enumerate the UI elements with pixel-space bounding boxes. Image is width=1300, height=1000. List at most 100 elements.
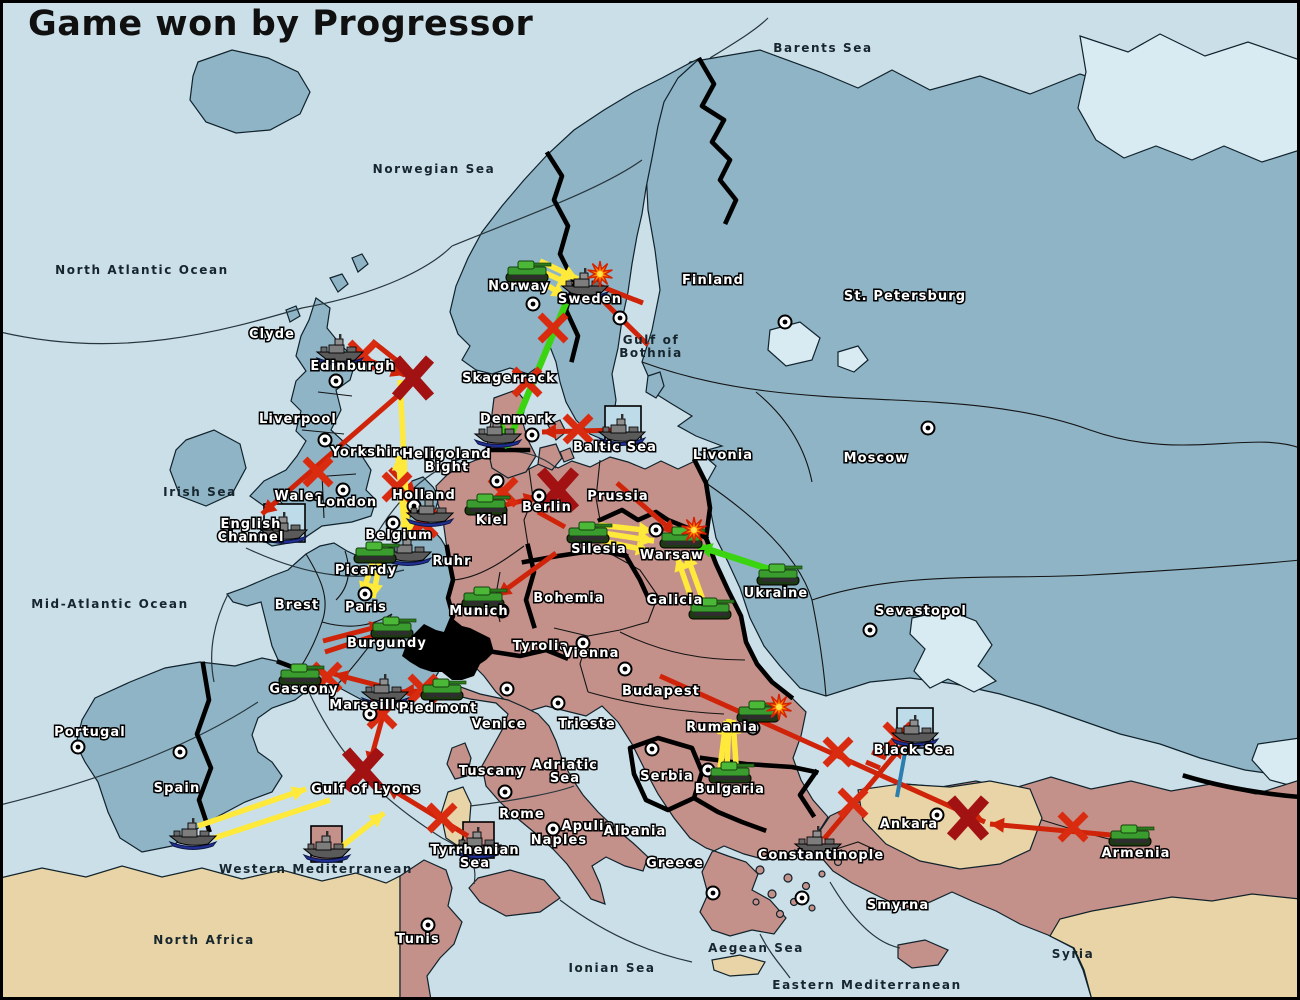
fleet-icon[interactable]	[793, 826, 843, 858]
province-label: Kiel	[476, 513, 508, 528]
province-label: London	[317, 495, 378, 510]
army-icon[interactable]	[464, 493, 511, 516]
province-label: Venice	[471, 717, 526, 732]
ocean-label: Syria	[1052, 947, 1095, 961]
army-icon[interactable]	[736, 700, 783, 723]
province-label: Armenia	[1101, 846, 1170, 861]
province-label: Sweden	[558, 292, 622, 307]
dislodged-x-icon	[391, 355, 435, 401]
supply-center-icon	[172, 744, 188, 760]
province-label: Serbia	[640, 769, 694, 784]
failed-order-x-icon	[537, 312, 569, 344]
province-label: Budapest	[622, 684, 700, 699]
fleet-icon[interactable]	[597, 414, 647, 446]
province-label: Livonia	[693, 448, 753, 463]
province-label: Belgium	[365, 528, 432, 543]
ocean-label: Western Mediterranean	[219, 862, 413, 876]
army-icon[interactable]	[461, 586, 508, 609]
explosion-icon	[587, 260, 613, 288]
support-arrow	[391, 455, 409, 546]
province-label: Munich	[449, 604, 508, 619]
dislodged-x-icon	[341, 747, 385, 793]
supply-center-icon	[531, 488, 547, 504]
supply-center-icon	[489, 473, 505, 489]
ocean-label: Eastern Mediterranean	[772, 978, 961, 992]
fleet-icon[interactable]	[560, 268, 610, 300]
support-arrow	[726, 719, 742, 765]
fleet-icon[interactable]	[453, 827, 503, 859]
failed-order-x-icon	[426, 802, 458, 834]
landmass-italy	[439, 685, 649, 905]
support-arrow	[674, 556, 697, 607]
fleet-icon[interactable]	[405, 495, 455, 527]
region-ankara	[857, 780, 1043, 870]
supply-center-icon	[575, 635, 591, 651]
army-icon[interactable]	[566, 521, 613, 544]
army-icon[interactable]	[278, 663, 325, 686]
ocean-label: Irish Sea	[163, 485, 237, 499]
failed-order-x-icon	[822, 736, 854, 768]
region-switzerland-impassable	[402, 618, 494, 680]
province-label: Black Sea	[874, 743, 955, 758]
ocean-label: Ionian Sea	[568, 961, 655, 975]
army-icon[interactable]	[420, 678, 467, 701]
province-label: Picardy	[335, 563, 397, 578]
province-label: Constantinople	[758, 848, 885, 863]
province-label: Edinburgh	[310, 359, 395, 374]
army-icon[interactable]	[353, 541, 400, 564]
province-label: Liverpool	[259, 412, 337, 427]
failed-order-x-icon	[381, 471, 413, 503]
attack-arrow	[871, 749, 887, 761]
island-cyprus	[897, 939, 949, 969]
province-label: Holland	[392, 488, 456, 503]
island-crete	[711, 954, 766, 977]
army-icon[interactable]	[708, 761, 755, 784]
island-sicily	[468, 869, 561, 917]
convoy-arrow	[895, 746, 908, 798]
province-label: Bohemia	[533, 591, 604, 606]
fleet-icon[interactable]	[890, 715, 940, 747]
army-icon[interactable]	[505, 260, 552, 283]
province-label: English Channel	[217, 517, 284, 545]
ocean-label: North Africa	[153, 933, 255, 947]
province-label: Clyde	[249, 327, 295, 342]
province-label: Gascony	[269, 682, 338, 697]
province-label: Heligoland Bight	[402, 447, 492, 475]
army-icon[interactable]	[1108, 824, 1155, 847]
province-label: Tunis	[396, 932, 440, 947]
attack-arrow	[865, 759, 881, 771]
supply-center-icon	[420, 917, 436, 933]
province-label: Wales	[274, 489, 323, 504]
province-label: Apulia	[562, 819, 615, 834]
aegean-islands	[752, 857, 843, 919]
province-label: Silesia	[571, 542, 627, 557]
supply-center-icon	[550, 695, 566, 711]
dislodged-x-icon	[536, 467, 580, 513]
province-label: Spain	[154, 781, 201, 796]
army-icon[interactable]	[688, 597, 735, 620]
province-label: Skagerrack	[462, 371, 556, 386]
province-label: Ukraine	[744, 586, 809, 601]
army-icon[interactable]	[370, 616, 417, 639]
fleet-icon[interactable]	[360, 674, 410, 706]
army-icon[interactable]	[756, 563, 803, 586]
province-label: Ruhr	[432, 554, 471, 569]
supply-center-icon	[499, 681, 515, 697]
fleet-icon[interactable]	[473, 416, 523, 448]
supply-center-icon	[497, 784, 513, 800]
province-label: Smyrna	[867, 898, 929, 913]
failed-order-x-icon	[302, 456, 334, 488]
fleet-icon[interactable]	[302, 831, 352, 863]
fleet-icon[interactable]	[259, 512, 309, 544]
lake-ladoga	[767, 321, 821, 367]
ocean-label: Aegean Sea	[708, 941, 804, 955]
fleet-icon[interactable]	[168, 818, 218, 850]
attack-arrow	[989, 817, 1123, 839]
fleet-icon[interactable]	[315, 334, 365, 366]
province-label: Piedmont	[399, 701, 478, 716]
province-label: Berlin	[522, 500, 572, 515]
attack-arrow	[260, 383, 412, 516]
